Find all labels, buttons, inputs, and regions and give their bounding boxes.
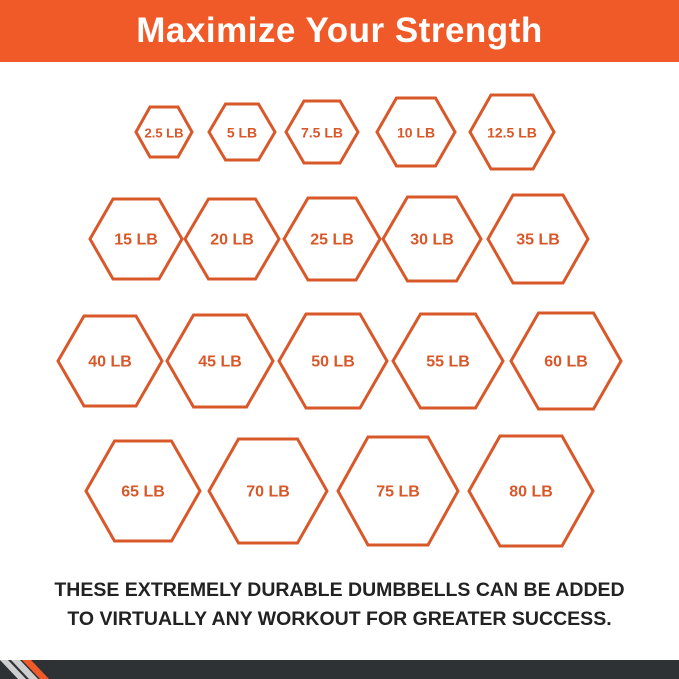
hexagon-outline bbox=[207, 102, 277, 162]
weight-hexagon: 20 LB bbox=[183, 197, 281, 281]
hexagon-outline bbox=[183, 197, 281, 281]
weight-label: 65 LB bbox=[121, 484, 165, 501]
weight-label: 10 LB bbox=[397, 125, 435, 141]
weight-label: 70 LB bbox=[246, 484, 290, 501]
hexagon-outline bbox=[468, 93, 556, 171]
weight-hexagon: 25 LB bbox=[282, 196, 382, 282]
weight-hexagon: 75 LB bbox=[336, 435, 460, 547]
weight-label: 5 LB bbox=[227, 125, 257, 141]
weight-label: 2.5 LB bbox=[144, 126, 183, 141]
hexagon-outline bbox=[381, 195, 483, 283]
weight-hexagon: 35 LB bbox=[486, 193, 590, 285]
weight-label: 15 LB bbox=[114, 232, 158, 249]
weight-hexagon: 65 LB bbox=[84, 439, 202, 543]
weight-label: 7.5 LB bbox=[301, 125, 343, 141]
weight-label: 35 LB bbox=[516, 232, 560, 249]
hexagon-outline bbox=[165, 313, 275, 409]
hexagon-outline bbox=[391, 312, 505, 410]
weight-label: 60 LB bbox=[544, 354, 588, 371]
hexagon-outline bbox=[277, 312, 389, 410]
weight-hexagon: 10 LB bbox=[375, 96, 457, 168]
hexagon-outline bbox=[284, 99, 360, 165]
weight-label: 75 LB bbox=[376, 484, 420, 501]
weight-hexagon: 15 LB bbox=[88, 197, 184, 281]
page-title: Maximize Your Strength bbox=[136, 11, 543, 50]
weight-hexagon: 70 LB bbox=[207, 437, 329, 545]
weight-label: 30 LB bbox=[410, 232, 454, 249]
weight-hexagon: 2.5 LB bbox=[134, 105, 194, 159]
caption-line-1: THESE EXTREMELY DURABLE DUMBBELLS CAN BE… bbox=[54, 579, 625, 601]
caption-line-2: TO VIRTUALLY ANY WORKOUT FOR GREATER SUC… bbox=[67, 608, 612, 630]
hexagon-outline bbox=[336, 435, 460, 547]
weight-label: 40 LB bbox=[88, 354, 132, 371]
weight-hexagon: 7.5 LB bbox=[284, 99, 360, 165]
weight-hexagon: 80 LB bbox=[467, 434, 595, 548]
weight-hexagon: 40 LB bbox=[56, 314, 164, 408]
weight-label: 45 LB bbox=[198, 354, 242, 371]
footer-bar bbox=[0, 660, 679, 679]
weight-hexagon: 30 LB bbox=[381, 195, 483, 283]
hexagon-outline bbox=[509, 311, 623, 411]
header-banner: Maximize Your Strength bbox=[0, 0, 679, 62]
weight-label: 25 LB bbox=[310, 232, 354, 249]
hexagon-outline bbox=[84, 439, 202, 543]
hexagon-outline bbox=[282, 196, 382, 282]
weight-label: 20 LB bbox=[210, 232, 254, 249]
weight-hexagon: 12.5 LB bbox=[468, 93, 556, 171]
weight-label: 80 LB bbox=[509, 484, 553, 501]
weight-label: 55 LB bbox=[426, 354, 470, 371]
hexagon-outline bbox=[56, 314, 164, 408]
footer-stripes-decoration bbox=[0, 660, 49, 679]
hexagon-outline bbox=[134, 105, 194, 159]
hexagon-outline bbox=[467, 434, 595, 548]
weight-hexagon: 50 LB bbox=[277, 312, 389, 410]
caption: THESE EXTREMELY DURABLE DUMBBELLS CAN BE… bbox=[0, 576, 679, 634]
weight-label: 50 LB bbox=[311, 354, 355, 371]
weight-label: 12.5 LB bbox=[487, 125, 537, 141]
hexagon-outline bbox=[207, 437, 329, 545]
weight-hexagon: 45 LB bbox=[165, 313, 275, 409]
weight-hexagon: 55 LB bbox=[391, 312, 505, 410]
hexagon-outline bbox=[486, 193, 590, 285]
weight-hexagon: 5 LB bbox=[207, 102, 277, 162]
weight-hexagon: 60 LB bbox=[509, 311, 623, 411]
hexagon-outline bbox=[88, 197, 184, 281]
hexagon-outline bbox=[375, 96, 457, 168]
